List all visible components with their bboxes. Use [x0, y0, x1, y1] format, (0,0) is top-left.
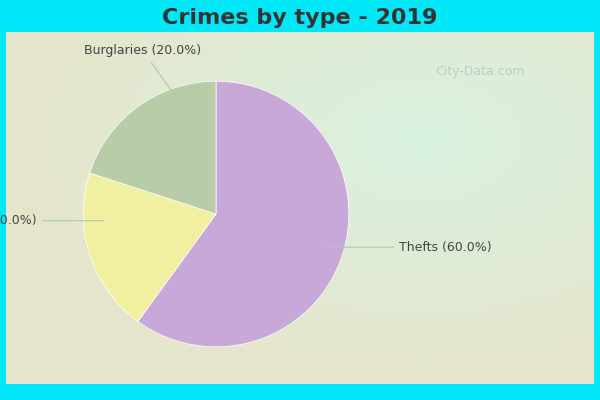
- Text: Assaults (20.0%): Assaults (20.0%): [0, 214, 104, 227]
- Wedge shape: [89, 81, 216, 214]
- Text: Crimes by type - 2019: Crimes by type - 2019: [163, 8, 437, 28]
- Text: City-Data.com: City-Data.com: [435, 66, 525, 78]
- Wedge shape: [83, 173, 216, 322]
- Text: Thefts (60.0%): Thefts (60.0%): [328, 241, 492, 254]
- Text: Burglaries (20.0%): Burglaries (20.0%): [85, 44, 202, 99]
- Wedge shape: [138, 81, 349, 347]
